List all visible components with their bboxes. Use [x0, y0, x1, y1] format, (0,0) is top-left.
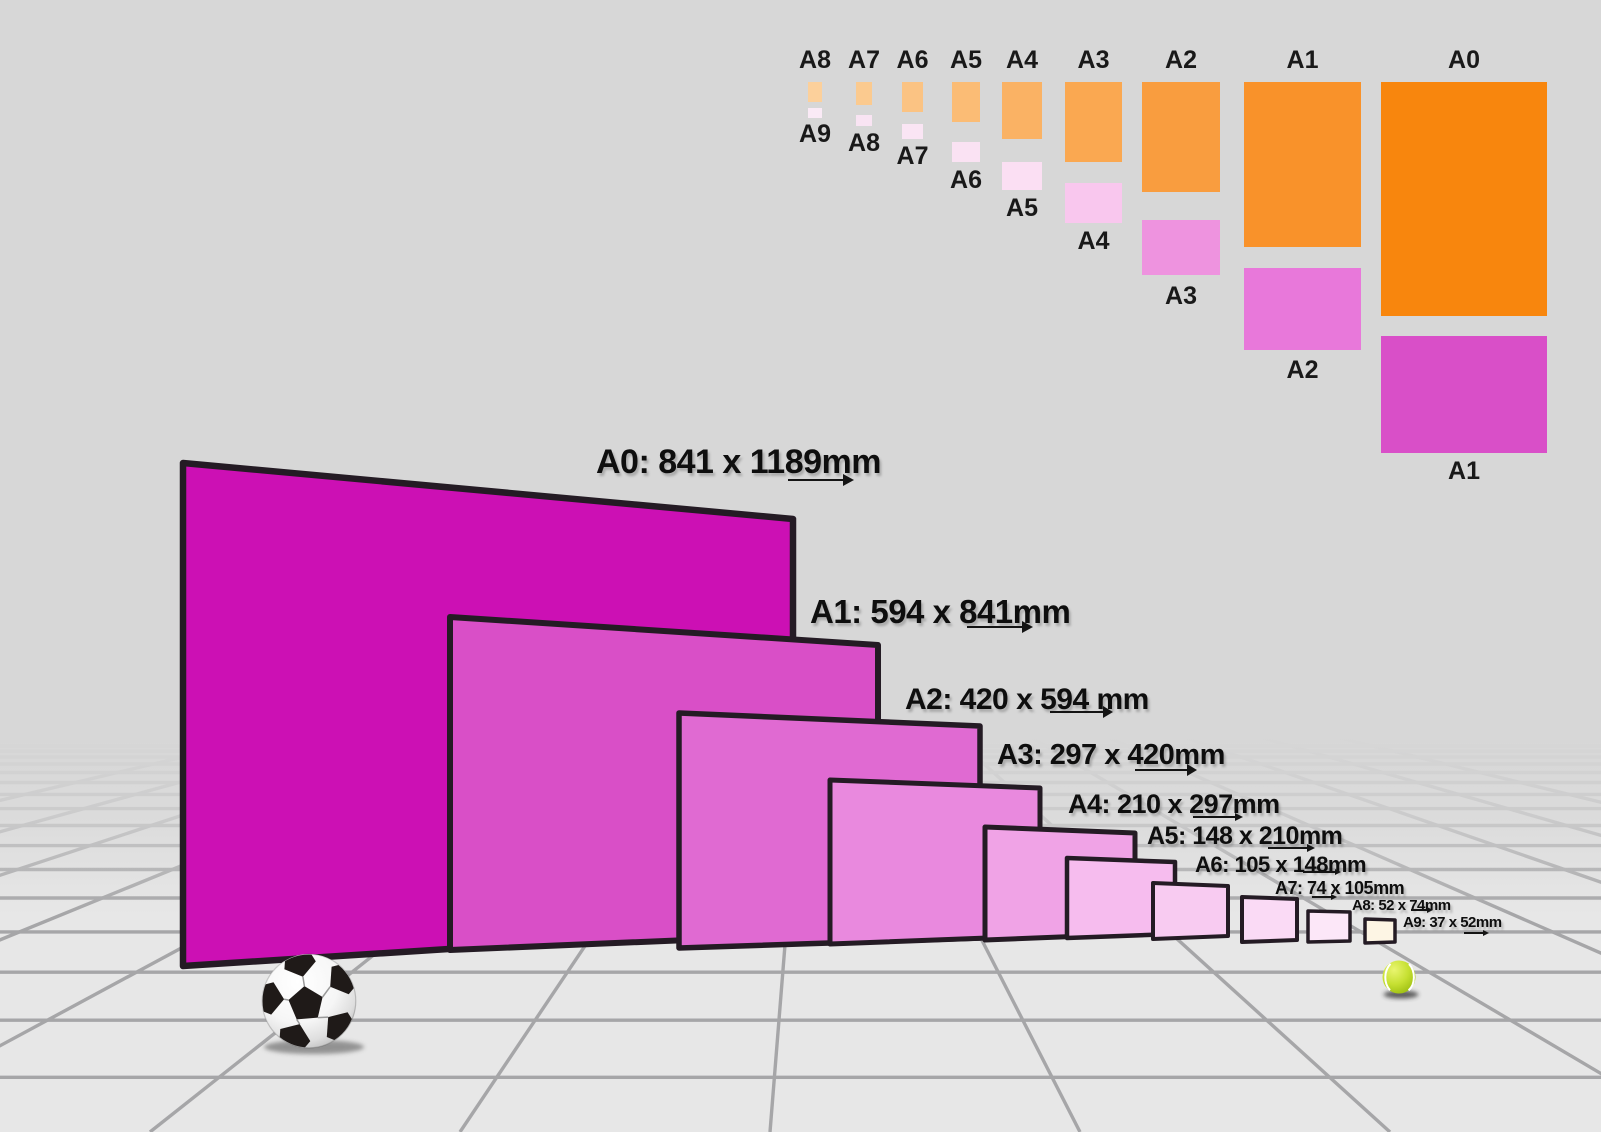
portrait-size-label: A1: [1286, 46, 1319, 74]
portrait-size-label: A8: [799, 46, 831, 74]
soccer-ball-icon: [261, 953, 364, 1054]
portrait-sheet-swatch: [1142, 82, 1220, 192]
sheet-A8: [1306, 909, 1352, 944]
portrait-sheet-swatch: [856, 82, 872, 105]
sheet-A7: [1240, 895, 1299, 944]
portrait-sheet-swatch: [1065, 82, 1122, 162]
landscape-sheet-swatch: [1002, 162, 1042, 190]
landscape-sheet-swatch: [856, 115, 872, 126]
length-direction-arrow-icon: [1135, 763, 1197, 778]
landscape-size-label: A2: [1286, 356, 1319, 384]
sheet-A9: [1363, 917, 1397, 945]
sheet-group: [179, 459, 1397, 970]
landscape-size-label: A5: [1006, 194, 1038, 222]
portrait-size-label: A2: [1165, 46, 1197, 74]
landscape-sheet-swatch: [952, 142, 980, 162]
length-direction-arrow-icon: [1303, 868, 1341, 877]
landscape-size-label: A8: [848, 129, 880, 157]
portrait-sheet-swatch: [1244, 82, 1361, 247]
tennis-ball-icon: [1382, 960, 1419, 999]
length-direction-arrow-icon: [1411, 906, 1433, 915]
landscape-size-label: A1: [1448, 457, 1480, 485]
length-direction-arrow-icon: [1050, 705, 1113, 720]
dimension-label-A0: A0: 841 x 1189mm: [596, 443, 881, 481]
landscape-size-label: A3: [1165, 282, 1197, 310]
portrait-size-label: A0: [1448, 46, 1480, 74]
sheet-A6: [1151, 881, 1230, 941]
portrait-size-label: A6: [896, 46, 929, 74]
length-direction-arrow-icon: [1268, 843, 1315, 854]
landscape-sheet-swatch: [1381, 336, 1547, 453]
length-direction-arrow-icon: [1193, 812, 1243, 823]
dimension-label-A4: A4: 210 x 297mm: [1068, 789, 1280, 819]
portrait-size-label: A5: [950, 46, 982, 74]
landscape-size-label: A6: [950, 166, 982, 194]
landscape-sheet-swatch: [1244, 268, 1361, 350]
portrait-sheet-swatch: [952, 82, 980, 122]
portrait-sheet-swatch: [1002, 82, 1042, 139]
portrait-sheet-swatch: [1381, 82, 1547, 316]
portrait-size-label: A3: [1077, 46, 1110, 74]
portrait-sheet-swatch: [902, 82, 923, 112]
landscape-size-label: A9: [799, 120, 831, 148]
portrait-size-label: A4: [1006, 46, 1038, 74]
landscape-sheet-swatch: [1065, 183, 1122, 223]
dimension-label-A7: A7: 74 x 105mm: [1275, 878, 1405, 898]
length-direction-arrow-icon: [967, 620, 1033, 635]
landscape-size-label: A7: [896, 142, 929, 170]
portrait-sheet-swatch: [808, 82, 822, 102]
dimension-label-A8: A8: 52 x 74mm: [1352, 897, 1451, 914]
landscape-size-label: A4: [1077, 227, 1110, 255]
portrait-size-label: A7: [848, 46, 880, 74]
length-direction-arrow-icon: [788, 473, 854, 488]
length-direction-arrow-icon: [1464, 929, 1489, 938]
landscape-sheet-swatch: [902, 124, 923, 139]
landscape-sheet-swatch: [1142, 220, 1220, 275]
length-direction-arrow-icon: [1312, 893, 1337, 902]
landscape-sheet-swatch: [808, 108, 822, 118]
dimension-label-A9: A9: 37 x 52mm: [1403, 914, 1502, 931]
